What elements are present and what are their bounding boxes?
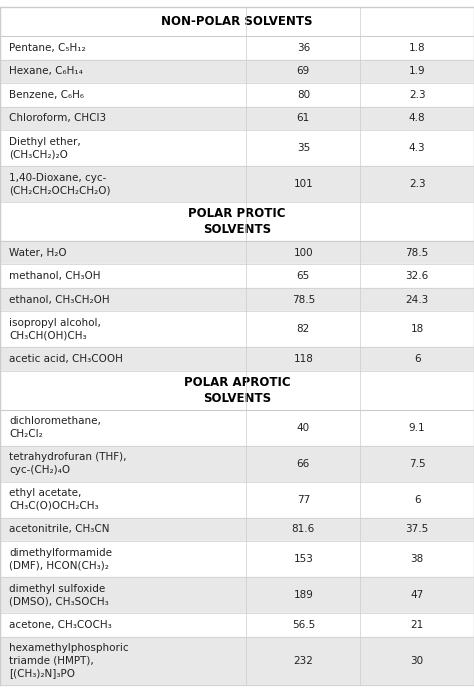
Bar — [0, 7, 474, 36]
Bar — [0, 130, 474, 166]
Bar — [0, 446, 474, 482]
Text: NON-POLAR SOLVENTS: NON-POLAR SOLVENTS — [161, 15, 313, 28]
Text: dichloromethane,
CH₂Cl₂: dichloromethane, CH₂Cl₂ — [9, 417, 101, 439]
Bar — [0, 410, 474, 446]
Bar — [0, 83, 474, 107]
Text: 32.6: 32.6 — [405, 271, 429, 281]
Text: Diethyl ether,
(CH₃CH₂)₂O: Diethyl ether, (CH₃CH₂)₂O — [9, 137, 81, 159]
Bar — [0, 482, 474, 518]
Text: 65: 65 — [297, 271, 310, 281]
Text: 66: 66 — [297, 459, 310, 468]
Text: acetone, CH₃COCH₃: acetone, CH₃COCH₃ — [9, 620, 112, 630]
Bar — [0, 288, 474, 311]
Bar — [0, 36, 474, 60]
Text: Water, H₂O: Water, H₂O — [9, 248, 67, 257]
Text: 81.6: 81.6 — [292, 525, 315, 534]
Text: 100: 100 — [293, 248, 313, 257]
Text: 82: 82 — [297, 325, 310, 334]
Bar — [0, 518, 474, 541]
Text: ethanol, CH₃CH₂OH: ethanol, CH₃CH₂OH — [9, 295, 110, 304]
Text: 78.5: 78.5 — [292, 295, 315, 304]
Text: isopropyl alcohol,
CH₃CH(OH)CH₃: isopropyl alcohol, CH₃CH(OH)CH₃ — [9, 318, 101, 340]
Text: 6: 6 — [414, 495, 420, 504]
Bar — [0, 371, 474, 410]
Text: 30: 30 — [410, 656, 424, 666]
Bar — [0, 166, 474, 202]
Text: 77: 77 — [297, 495, 310, 504]
Text: 61: 61 — [297, 113, 310, 123]
Bar — [0, 637, 474, 685]
Text: 40: 40 — [297, 423, 310, 432]
Text: dimethylformamide
(DMF), HCON(CH₃)₂: dimethylformamide (DMF), HCON(CH₃)₂ — [9, 548, 112, 570]
Text: 47: 47 — [410, 590, 424, 600]
Text: acetonitrile, CH₃CN: acetonitrile, CH₃CN — [9, 525, 110, 534]
Bar — [0, 541, 474, 577]
Bar — [0, 60, 474, 83]
Text: POLAR PROTIC
SOLVENTS: POLAR PROTIC SOLVENTS — [188, 207, 286, 236]
Text: 9.1: 9.1 — [409, 423, 426, 432]
Text: Pentane, C₅H₁₂: Pentane, C₅H₁₂ — [9, 43, 86, 53]
Bar — [0, 202, 474, 241]
Text: tetrahydrofuran (THF),
cyc-(CH₂)₄O: tetrahydrofuran (THF), cyc-(CH₂)₄O — [9, 453, 127, 475]
Bar — [0, 241, 474, 264]
Bar — [0, 613, 474, 637]
Text: hexamethylphosphoric
triamde (HMPT),
[(CH₃)₂N]₃PO: hexamethylphosphoric triamde (HMPT), [(C… — [9, 644, 129, 678]
Text: 153: 153 — [293, 554, 313, 564]
Text: 69: 69 — [297, 66, 310, 76]
Text: 38: 38 — [410, 554, 424, 564]
Text: 4.8: 4.8 — [409, 113, 426, 123]
Text: 7.5: 7.5 — [409, 459, 426, 468]
Text: 36: 36 — [297, 43, 310, 53]
Bar — [0, 347, 474, 371]
Text: dimethyl sulfoxide
(DMSO), CH₃SOCH₃: dimethyl sulfoxide (DMSO), CH₃SOCH₃ — [9, 584, 109, 606]
Text: 18: 18 — [410, 325, 424, 334]
Text: 1,40-Dioxane, cyc-
(CH₂CH₂OCH₂CH₂O): 1,40-Dioxane, cyc- (CH₂CH₂OCH₂CH₂O) — [9, 173, 111, 195]
Text: 78.5: 78.5 — [405, 248, 429, 257]
Bar — [0, 311, 474, 347]
Text: acetic acid, CH₃COOH: acetic acid, CH₃COOH — [9, 354, 123, 364]
Text: Benzene, C₆H₆: Benzene, C₆H₆ — [9, 90, 84, 100]
Text: methanol, CH₃OH: methanol, CH₃OH — [9, 271, 101, 281]
Text: ethyl acetate,
CH₃C(O)OCH₂CH₃: ethyl acetate, CH₃C(O)OCH₂CH₃ — [9, 489, 99, 511]
Text: 189: 189 — [293, 590, 313, 600]
Text: 2.3: 2.3 — [409, 179, 426, 189]
Bar — [0, 577, 474, 613]
Text: 56.5: 56.5 — [292, 620, 315, 630]
Text: 24.3: 24.3 — [405, 295, 429, 304]
Text: 80: 80 — [297, 90, 310, 100]
Text: 6: 6 — [414, 354, 420, 364]
Text: 4.3: 4.3 — [409, 143, 426, 153]
Text: Hexane, C₆H₁₄: Hexane, C₆H₁₄ — [9, 66, 83, 76]
Text: 232: 232 — [293, 656, 313, 666]
Text: POLAR APROTIC
SOLVENTS: POLAR APROTIC SOLVENTS — [184, 376, 290, 405]
Text: 101: 101 — [293, 179, 313, 189]
Text: 37.5: 37.5 — [405, 525, 429, 534]
Text: 118: 118 — [293, 354, 313, 364]
Bar — [0, 107, 474, 130]
Text: Chloroform, CHCl3: Chloroform, CHCl3 — [9, 113, 107, 123]
Text: 21: 21 — [410, 620, 424, 630]
Bar — [0, 264, 474, 288]
Text: 2.3: 2.3 — [409, 90, 426, 100]
Text: 35: 35 — [297, 143, 310, 153]
Text: 1.8: 1.8 — [409, 43, 426, 53]
Text: 1.9: 1.9 — [409, 66, 426, 76]
